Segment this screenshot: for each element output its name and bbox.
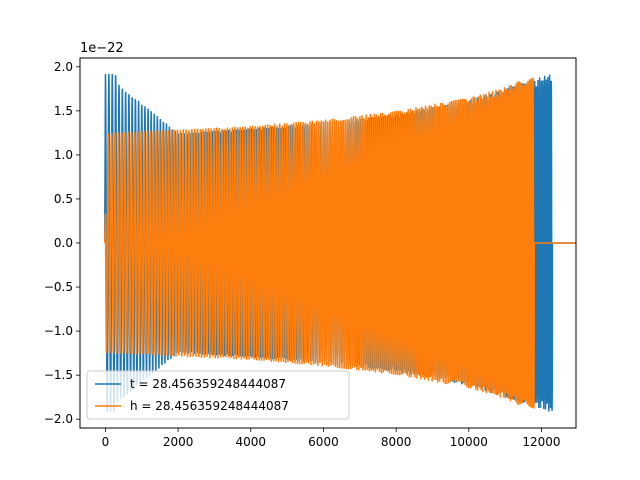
x-tick-label: 12000	[522, 435, 560, 449]
y-tick-label: 1.5	[54, 104, 73, 118]
series-line-2	[103, 77, 576, 409]
y-tick-label: 0.0	[54, 236, 73, 250]
series-layer	[103, 73, 576, 413]
y-tick-label: −0.5	[44, 280, 73, 294]
axes-layer: 0 2000 4000 6000 8000 10000 12000 2.0 1.5 1.0 0.5 0…	[44, 57, 577, 449]
y-tick-label: 1.0	[54, 148, 73, 162]
y-tick-label: 0.5	[54, 192, 73, 206]
y-tick-label: −1.0	[44, 324, 73, 338]
legend-label-2: h = 28.456359248444087	[130, 399, 289, 413]
x-tick-label: 10000	[450, 435, 488, 449]
x-tick-label: 0	[102, 435, 110, 449]
x-tick-label: 4000	[236, 435, 267, 449]
y-tick-label: 2.0	[54, 60, 73, 74]
y-tick-label: −2.0	[44, 412, 73, 426]
legend-box	[86, 370, 350, 420]
legend-label-1: t = 28.456359248444087	[130, 377, 286, 391]
x-tick-label: 2000	[163, 435, 194, 449]
offset-text: 1e−22	[80, 41, 124, 56]
x-tick-label: 8000	[381, 435, 412, 449]
y-tick-label: −1.5	[44, 368, 73, 382]
legend: t = 28.456359248444087 h = 28.45635924844…	[86, 370, 350, 420]
x-tick-label: 6000	[308, 435, 339, 449]
